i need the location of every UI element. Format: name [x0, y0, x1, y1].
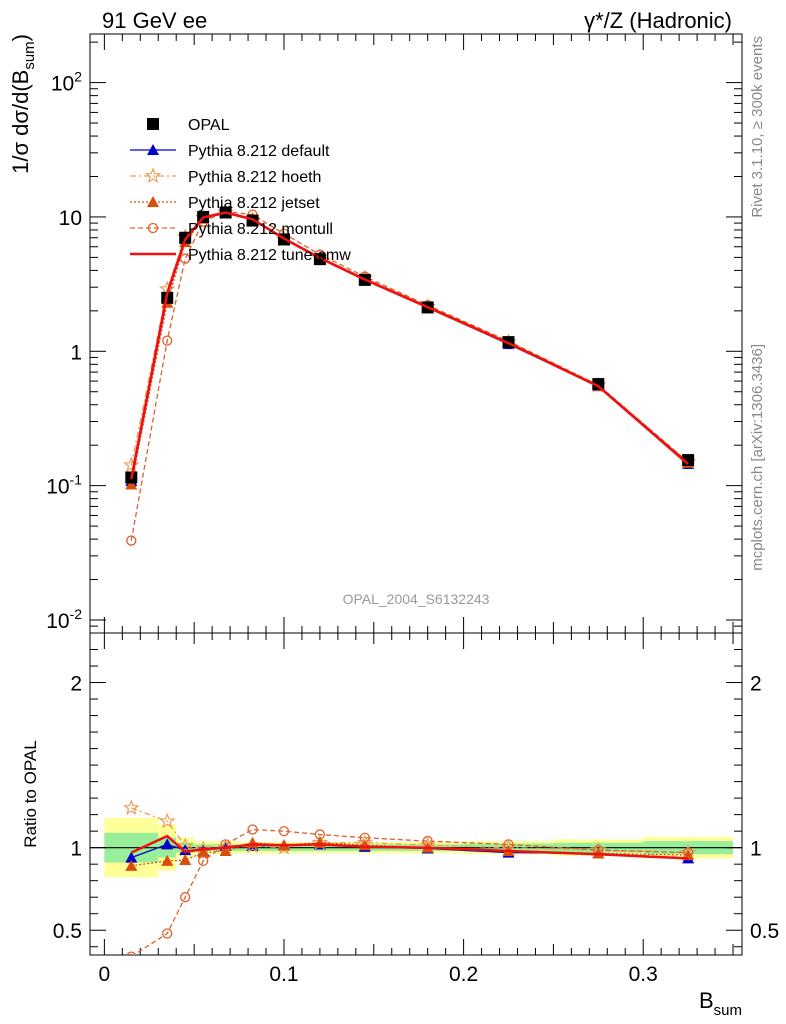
y-label-close: ) — [8, 34, 33, 41]
legend-marker — [144, 167, 162, 184]
ratio-y-tick-label-right: 0.5 — [750, 920, 779, 943]
data-point — [162, 335, 173, 346]
ratio-series-pythia-8-212-tune-cmw — [130, 834, 689, 860]
tick-exponent: -1 — [70, 472, 83, 488]
x-tick-label: 0.2 — [449, 963, 478, 986]
ratio-point — [359, 832, 370, 843]
ratio-point — [159, 812, 176, 829]
ratio-point — [176, 837, 194, 854]
y-tick-label: 10 — [59, 207, 82, 230]
ratio-y-tick-label-right: 1 — [750, 838, 762, 861]
ratio-point — [180, 892, 191, 903]
ratio-point — [161, 838, 174, 850]
y-label-subscript: sum — [21, 41, 38, 69]
ratio-y-tick-label: 0.5 — [53, 920, 82, 943]
x-tick-label: 0.1 — [269, 963, 298, 986]
ratio-point — [125, 851, 138, 863]
legend-item: Pythia 8.212 jetset — [130, 195, 320, 212]
series-line-top — [130, 211, 689, 480]
data-point — [125, 478, 138, 490]
x-axis-label: Bsum — [699, 988, 742, 1019]
legend-item: Pythia 8.212 hoeth — [130, 167, 321, 186]
legend: OPAL Pythia 8.212 default Pythia 8.212 hoe… — [130, 117, 351, 264]
tick-exponent: 2 — [74, 69, 82, 85]
ratio-point — [682, 847, 694, 858]
legend-label: Pythia 8.212 montull — [188, 221, 333, 238]
tick-base: 10 — [46, 476, 69, 499]
ratio-point — [126, 951, 137, 955]
analysis-watermark: OPAL_2004_S6132243 — [343, 591, 490, 607]
ratio-point — [179, 854, 192, 866]
ratio-point — [422, 835, 433, 847]
ratio-y-tick-label: 2 — [70, 673, 82, 696]
ratio-line — [132, 828, 689, 955]
legend-marker — [147, 196, 159, 207]
data-point — [180, 253, 191, 264]
y-label-main: 1/σ dσ/d(B — [8, 70, 33, 174]
ratio-point — [278, 826, 290, 837]
main-series — [123, 203, 697, 546]
tick-base: 10 — [51, 73, 74, 96]
legend-item: Pythia 8.212 montull — [130, 221, 333, 238]
ratio-point — [592, 847, 605, 859]
y-tick-label: 10-2 — [46, 606, 82, 633]
ratio-point — [197, 846, 210, 858]
y-tick-label: 1 — [70, 341, 82, 364]
legend-label: OPAL — [188, 117, 230, 134]
data-point — [126, 535, 137, 546]
ratio-point — [123, 799, 140, 816]
legend-label: Pythia 8.212 tune-cmw — [188, 247, 351, 264]
ratio-series-pythia-8-212-montull — [126, 824, 694, 955]
ratio-y-tick-label-right: 2 — [750, 673, 762, 696]
legend-item: Pythia 8.212 tune-cmw — [130, 247, 351, 264]
ratio-point — [162, 928, 173, 939]
legend-label: Pythia 8.212 default — [188, 143, 330, 160]
ratio-y-axis-label: Ratio to OPAL — [21, 740, 40, 847]
main-y-axis-label: 1/σ dσ/d(Bsum) — [8, 34, 38, 174]
ratio-point — [503, 839, 514, 850]
data-point — [592, 378, 605, 391]
ratio-y-tick-label: 1 — [70, 838, 82, 861]
tick-base: 10 — [46, 610, 69, 633]
ratio-point — [198, 855, 209, 867]
legend-marker — [147, 222, 159, 234]
ratio-plot-frame — [89, 632, 743, 956]
x-label-main: B — [699, 988, 714, 1013]
x-tick-label: 0 — [99, 963, 111, 986]
legend-item: OPAL — [147, 117, 230, 134]
ratio-y-ticks — [90, 632, 742, 948]
legend-label: Pythia 8.212 hoeth — [188, 169, 321, 186]
x-ticks — [103, 34, 734, 955]
title-right: γ*/Z (Hadronic) — [584, 8, 732, 33]
ratio-point — [219, 844, 232, 856]
legend-marker — [147, 118, 159, 130]
tick-exponent: -2 — [70, 606, 83, 622]
ratio-series — [123, 799, 697, 955]
rivet-version-text: Rivet 3.1.10, ≥ 300k events — [749, 36, 766, 218]
series-pythia-8-212-hoeth — [123, 203, 697, 473]
y-tick-label: 10-1 — [46, 472, 82, 499]
legend-label: Pythia 8.212 jetset — [188, 195, 320, 212]
x-label-subscript: sum — [714, 1002, 742, 1019]
legend-marker — [147, 144, 159, 155]
mcplots-text: mcplots.cern.ch [arXiv:1306.3436] — [749, 344, 766, 571]
data-point — [123, 456, 140, 473]
legend-item: Pythia 8.212 default — [130, 143, 330, 160]
x-tick-label: 0.3 — [629, 963, 658, 986]
ratio-line — [130, 834, 689, 860]
ratio-point — [161, 854, 174, 866]
ratio-point — [125, 859, 138, 871]
ratio-point — [314, 829, 326, 840]
main-y-ticks — [90, 41, 742, 634]
ratio-point — [247, 824, 258, 835]
title-left: 91 GeV ee — [102, 8, 207, 33]
y-tick-label: 102 — [51, 69, 82, 96]
